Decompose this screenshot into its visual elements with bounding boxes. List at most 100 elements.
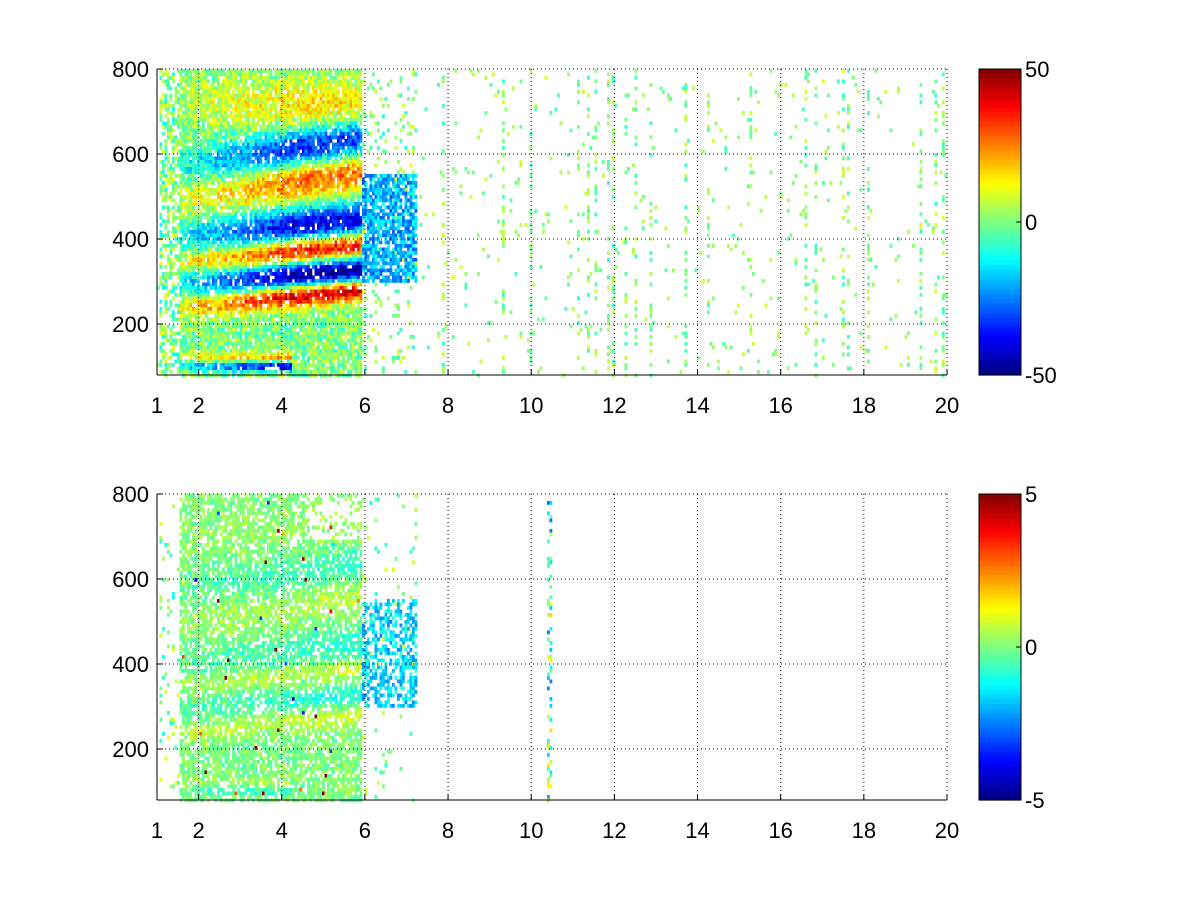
heatmap-cell <box>297 177 300 182</box>
heatmap-cell <box>207 254 210 259</box>
heatmap-cell <box>202 76 205 80</box>
heatmap-cell <box>249 121 253 126</box>
heatmap-cell <box>272 146 275 150</box>
heatmap-cell <box>249 149 253 154</box>
heatmap-cell <box>219 335 223 339</box>
heatmap-cell <box>319 177 323 182</box>
heatmap-cell <box>179 317 183 322</box>
heatmap-cell <box>212 268 215 273</box>
heatmap-cell <box>269 121 273 126</box>
heatmap-cell <box>227 254 230 259</box>
heatmap-cell <box>274 321 278 325</box>
heatmap-cell <box>229 303 233 308</box>
heatmap-cell <box>257 97 260 101</box>
heatmap-cell <box>279 244 283 248</box>
heatmap-cell <box>244 356 248 360</box>
heatmap-cell <box>197 237 200 241</box>
heatmap-cell <box>194 289 198 294</box>
heatmap-cell <box>274 209 278 213</box>
heatmap-cell <box>244 170 248 175</box>
heatmap-cell <box>274 93 278 98</box>
heatmap-cell <box>242 170 245 175</box>
heatmap-cell <box>287 258 290 262</box>
heatmap-cell <box>322 359 325 364</box>
heatmap-cell <box>312 132 315 136</box>
heatmap-cell <box>282 335 285 339</box>
heatmap-cell <box>232 230 235 234</box>
heatmap-cell <box>192 149 195 154</box>
heatmap-cell <box>164 247 168 252</box>
heatmap-cell <box>274 212 278 217</box>
heatmap-cell <box>244 352 248 357</box>
heatmap-cell <box>319 156 323 161</box>
heatmap-cell <box>192 233 195 238</box>
heatmap-cell <box>217 289 220 294</box>
heatmap-cell <box>267 177 270 182</box>
heatmap-cell <box>294 233 298 238</box>
heatmap-cell <box>304 296 308 301</box>
heatmap-cell <box>192 135 195 140</box>
heatmap-cell <box>189 251 193 255</box>
heatmap-cell <box>244 174 248 178</box>
heatmap-cell <box>309 79 313 84</box>
heatmap-cell <box>167 104 170 108</box>
heatmap-cell <box>304 328 308 332</box>
heatmap-cell <box>284 216 288 220</box>
heatmap-cell <box>234 366 238 371</box>
heatmap-cell <box>244 314 248 318</box>
heatmap-cell <box>209 335 213 339</box>
heatmap-cell <box>212 181 215 185</box>
heatmap-cell <box>252 251 255 255</box>
heatmap-cell <box>284 286 288 290</box>
heatmap-cell <box>259 342 263 346</box>
heatmap-cell <box>259 359 263 364</box>
heatmap-cell <box>227 286 230 290</box>
heatmap-cell <box>187 335 190 339</box>
heatmap-cell <box>269 142 273 147</box>
heatmap-cell <box>262 275 265 280</box>
heatmap-cell <box>292 97 295 101</box>
heatmap-cell <box>184 86 188 91</box>
heatmap-cell <box>302 212 305 217</box>
heatmap-cell <box>279 223 283 227</box>
heatmap-cell <box>157 363 160 367</box>
heatmap-cell <box>214 240 218 245</box>
heatmap-cell <box>289 258 293 262</box>
heatmap-cell <box>267 223 270 227</box>
heatmap-cell <box>232 202 235 206</box>
heatmap-cell <box>299 272 303 276</box>
heatmap-cell <box>194 240 198 245</box>
heatmap-cell <box>239 160 243 164</box>
heatmap-cell <box>197 317 200 322</box>
heatmap-cell <box>299 300 303 304</box>
heatmap-cell <box>217 93 220 98</box>
heatmap-cell <box>164 265 168 269</box>
heatmap-cell <box>232 342 235 346</box>
heatmap-cell <box>297 202 300 206</box>
heatmap-cell <box>292 223 295 227</box>
heatmap-cell <box>249 83 253 87</box>
heatmap-cell <box>212 352 215 357</box>
heatmap-cell <box>192 226 195 231</box>
heatmap-cell <box>207 359 210 364</box>
heatmap-cell <box>244 258 248 262</box>
heatmap-cell <box>209 363 213 367</box>
heatmap-cell <box>217 163 220 168</box>
heatmap-cell <box>227 167 230 171</box>
heatmap-cell <box>222 69 225 73</box>
heatmap-cell <box>204 223 208 227</box>
heatmap-cell <box>294 321 298 325</box>
heatmap-cell <box>179 132 183 136</box>
heatmap-cell <box>289 219 293 224</box>
heatmap-cell <box>244 104 248 108</box>
heatmap-cell <box>249 342 253 346</box>
heatmap-cell <box>159 76 163 80</box>
heatmap-cell <box>282 310 285 315</box>
heatmap-cell <box>314 338 318 343</box>
heatmap-cell <box>237 209 240 213</box>
heatmap-cell <box>317 212 320 217</box>
heatmap-cell <box>247 324 250 329</box>
heatmap-cell <box>254 254 258 259</box>
heatmap-cell <box>189 184 193 189</box>
heatmap-cell <box>259 156 263 161</box>
